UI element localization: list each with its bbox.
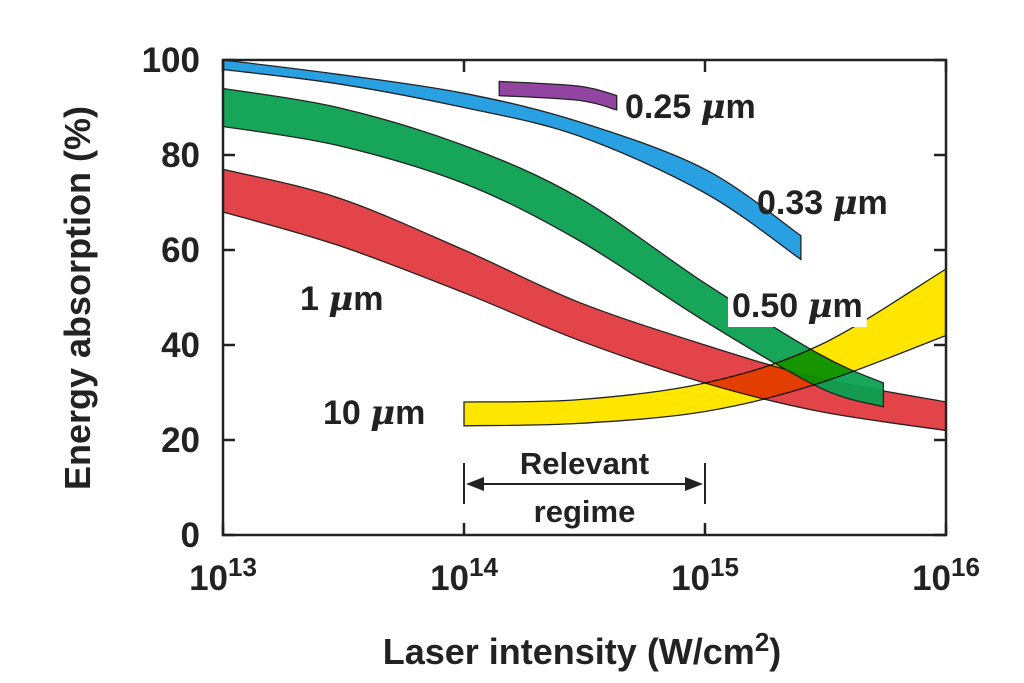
tick-labels: 0 20 40 60 80 100 1013 1014 1015 1016: [142, 41, 980, 598]
series-label-0-33m: 0.33 μm: [757, 183, 888, 223]
svg-text:0.33 μm: 0.33 μm: [757, 183, 888, 223]
y-tick-label: 80: [161, 136, 200, 175]
svg-text:10 μm: 10 μm: [323, 393, 425, 433]
x-axis-title: Laser intensity (W/cm2): [383, 627, 782, 672]
x-tick-label: 1013: [189, 552, 257, 598]
band-0-50mum: [222, 87, 885, 408]
band-0-25mum: [498, 80, 618, 111]
x-tick-label: 1016: [912, 552, 980, 598]
regime-arrow-right: [685, 477, 703, 491]
band-0-33mum: [222, 59, 802, 261]
series-bands: [222, 59, 947, 432]
y-tick-label: 60: [161, 231, 200, 270]
y-tick-label: 40: [161, 326, 200, 365]
series-labels: 1 μm 0.50 μm 0.33 μm 0.25 μm 10 μm: [300, 86, 888, 433]
x-tick-label: 1014: [430, 552, 498, 598]
svg-text:1 μm: 1 μm: [300, 279, 383, 319]
y-axis-title: Energy absorption (%): [57, 106, 98, 490]
regime-annotation: Relevant regime: [463, 446, 706, 529]
regime-arrow-left: [466, 477, 484, 491]
plot-frame: [221, 58, 948, 537]
x-tick-label: 1015: [671, 552, 739, 598]
svg-text:0.25 μm: 0.25 μm: [625, 87, 756, 127]
regime-label-line1: Relevant: [520, 446, 649, 481]
series-label-1m: 1 μm: [300, 279, 383, 319]
svg-text:0.50 μm: 0.50 μm: [732, 286, 863, 326]
regime-label-line2: regime: [534, 494, 636, 529]
y-tick-label: 20: [161, 421, 200, 460]
axis-ticks: [221, 58, 948, 537]
y-tick-label: 0: [181, 516, 200, 555]
series-label-0-25m: 0.25 μm: [621, 86, 760, 128]
y-tick-label: 100: [142, 41, 200, 80]
series-label-10m: 10 μm: [323, 393, 425, 433]
series-label-0-50m: 0.50 μm: [728, 285, 867, 327]
